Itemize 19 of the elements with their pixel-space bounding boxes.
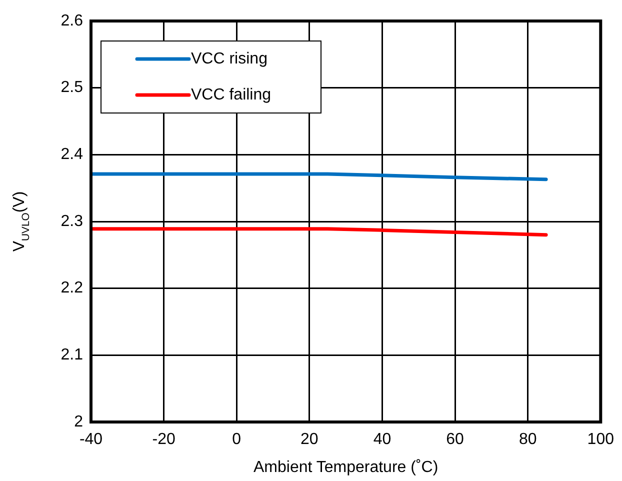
x-tick-label: -40	[79, 431, 103, 448]
y-axis-title: VUVLO(V)	[11, 191, 32, 252]
x-tick-label: 60	[446, 431, 464, 448]
y-tick-label: 2	[74, 413, 84, 430]
legend-label: VCC rising	[191, 50, 268, 68]
legend-label: VCC failing	[191, 86, 272, 104]
x-axis-title: Ambient Temperature (˚C)	[254, 458, 438, 476]
y-tick-label: 2.5	[60, 79, 84, 96]
x-tick-label: 20	[300, 431, 318, 448]
y-tick-label: 2.2	[60, 280, 84, 297]
y-tick-label: 2.6	[60, 12, 84, 30]
x-tick-label: -20	[152, 431, 176, 448]
y-tick-label: 2.3	[60, 212, 84, 230]
y-tick-label: 2.1	[60, 346, 84, 364]
x-tick-label: 40	[373, 431, 392, 448]
x-tick-label: 100	[587, 431, 614, 448]
x-tick-label: 0	[232, 431, 242, 448]
x-tick-label: 80	[518, 431, 537, 448]
y-tick-label: 2.4	[60, 146, 84, 164]
